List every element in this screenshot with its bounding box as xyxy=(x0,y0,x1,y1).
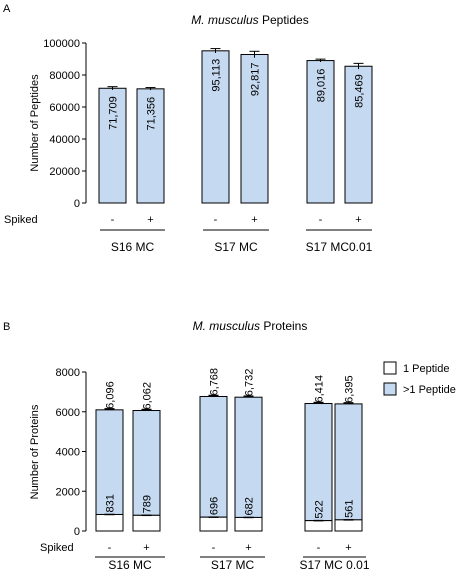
panel-label: B xyxy=(3,321,10,333)
total-label: 6,395 xyxy=(344,375,356,403)
spiked-sign: - xyxy=(319,214,323,226)
data-label: 92,817 xyxy=(250,62,262,96)
panel-b: B M. musculus Proteins Number of Proteins 0… xyxy=(3,319,456,572)
total-label: 6,732 xyxy=(244,369,256,397)
y-tick-label: 100000 xyxy=(43,38,80,50)
data-label: 789 xyxy=(142,495,154,513)
data-label: 95,113 xyxy=(211,59,223,92)
spiked-sign: - xyxy=(317,542,321,554)
panel-a: A M. musculus Peptides Number of Peptides 0… xyxy=(3,3,373,254)
legend-swatch-multi-peptide xyxy=(383,382,397,396)
bar xyxy=(98,87,127,204)
legend-label: >1 Peptide xyxy=(403,384,456,396)
legend-label: 1 Peptide xyxy=(403,363,449,375)
data-label: 831 xyxy=(105,494,117,512)
bar xyxy=(344,65,373,204)
group-label: S16 MC xyxy=(108,558,152,572)
chart-title-italic: M. musculus xyxy=(193,319,260,333)
y-axis-label: Number of Peptides xyxy=(29,74,41,172)
chart-title-rest: Proteins xyxy=(260,319,307,333)
bar-segment-multi-peptide xyxy=(95,409,124,515)
chart-title: M. musculus Proteins xyxy=(193,319,308,333)
total-label: 6,096 xyxy=(105,381,117,409)
y-tick-label: 6000 xyxy=(56,407,80,419)
y-axis-label: Number of Proteins xyxy=(29,404,41,499)
group-label: S16 MC xyxy=(111,240,155,254)
chart-title: M. musculus Peptides xyxy=(191,13,308,27)
spiked-sign: + xyxy=(143,542,149,554)
bar xyxy=(136,88,165,204)
y-tick-label: 0 xyxy=(74,198,80,210)
bar xyxy=(306,60,335,204)
spiked-sign: - xyxy=(108,542,112,554)
bar xyxy=(240,53,269,204)
spiked-sign: - xyxy=(212,542,216,554)
group-label: S17 MC0.01 xyxy=(306,240,373,254)
data-label: 71,709 xyxy=(108,96,120,130)
spiked-label: Spiked xyxy=(4,214,38,226)
data-label: 89,016 xyxy=(316,69,328,103)
spiked-sign: + xyxy=(245,542,251,554)
group-label: S17 MC xyxy=(214,240,258,254)
y-tick-label: 40000 xyxy=(49,134,80,146)
bar-segment-multi-peptide xyxy=(132,410,161,516)
total-label: 6,062 xyxy=(142,382,154,410)
bar-segment-single-peptide xyxy=(334,519,363,532)
data-label: 682 xyxy=(244,497,256,515)
panel-label: A xyxy=(3,3,11,15)
chart-title-italic: M. musculus xyxy=(191,13,258,27)
bar-segment-multi-peptide xyxy=(334,403,363,521)
data-label: 71,356 xyxy=(146,97,158,131)
bar-segment-single-peptide xyxy=(304,520,333,532)
y-tick-label: 80000 xyxy=(49,70,80,82)
spiked-sign: + xyxy=(251,214,257,226)
spiked-sign: + xyxy=(147,214,153,226)
bar xyxy=(201,50,230,204)
bar-segment-single-peptide xyxy=(132,514,161,532)
y-tick-label: 2000 xyxy=(56,486,80,498)
bar-segment-single-peptide xyxy=(95,513,124,532)
spiked-sign: - xyxy=(214,214,218,226)
chart-title-rest: Peptides xyxy=(259,13,309,27)
bar-segment-multi-peptide xyxy=(234,396,263,518)
group-label: S17 MC xyxy=(211,558,255,572)
bar-segment-single-peptide xyxy=(234,516,263,532)
spiked-sign: + xyxy=(345,542,351,554)
legend-swatch-single-peptide xyxy=(383,361,397,375)
spiked-label: Spiked xyxy=(40,542,74,554)
group-label: S17 MC 0.01 xyxy=(299,558,369,572)
y-tick-label: 60000 xyxy=(49,102,80,114)
data-label: 696 xyxy=(209,497,221,515)
spiked-sign: - xyxy=(111,214,115,226)
data-label: 522 xyxy=(314,500,326,518)
bar-segment-single-peptide xyxy=(199,516,228,532)
y-tick-label: 0 xyxy=(74,526,80,538)
total-label: 6,414 xyxy=(314,375,326,403)
y-tick-label: 4000 xyxy=(56,447,80,459)
bar-segment-multi-peptide xyxy=(199,395,228,518)
total-label: 6,768 xyxy=(209,368,221,396)
data-label: 85,469 xyxy=(354,74,366,108)
data-label: 561 xyxy=(344,499,356,517)
y-tick-label: 20000 xyxy=(49,166,80,178)
y-tick-label: 8000 xyxy=(56,367,80,379)
spiked-sign: + xyxy=(355,214,361,226)
